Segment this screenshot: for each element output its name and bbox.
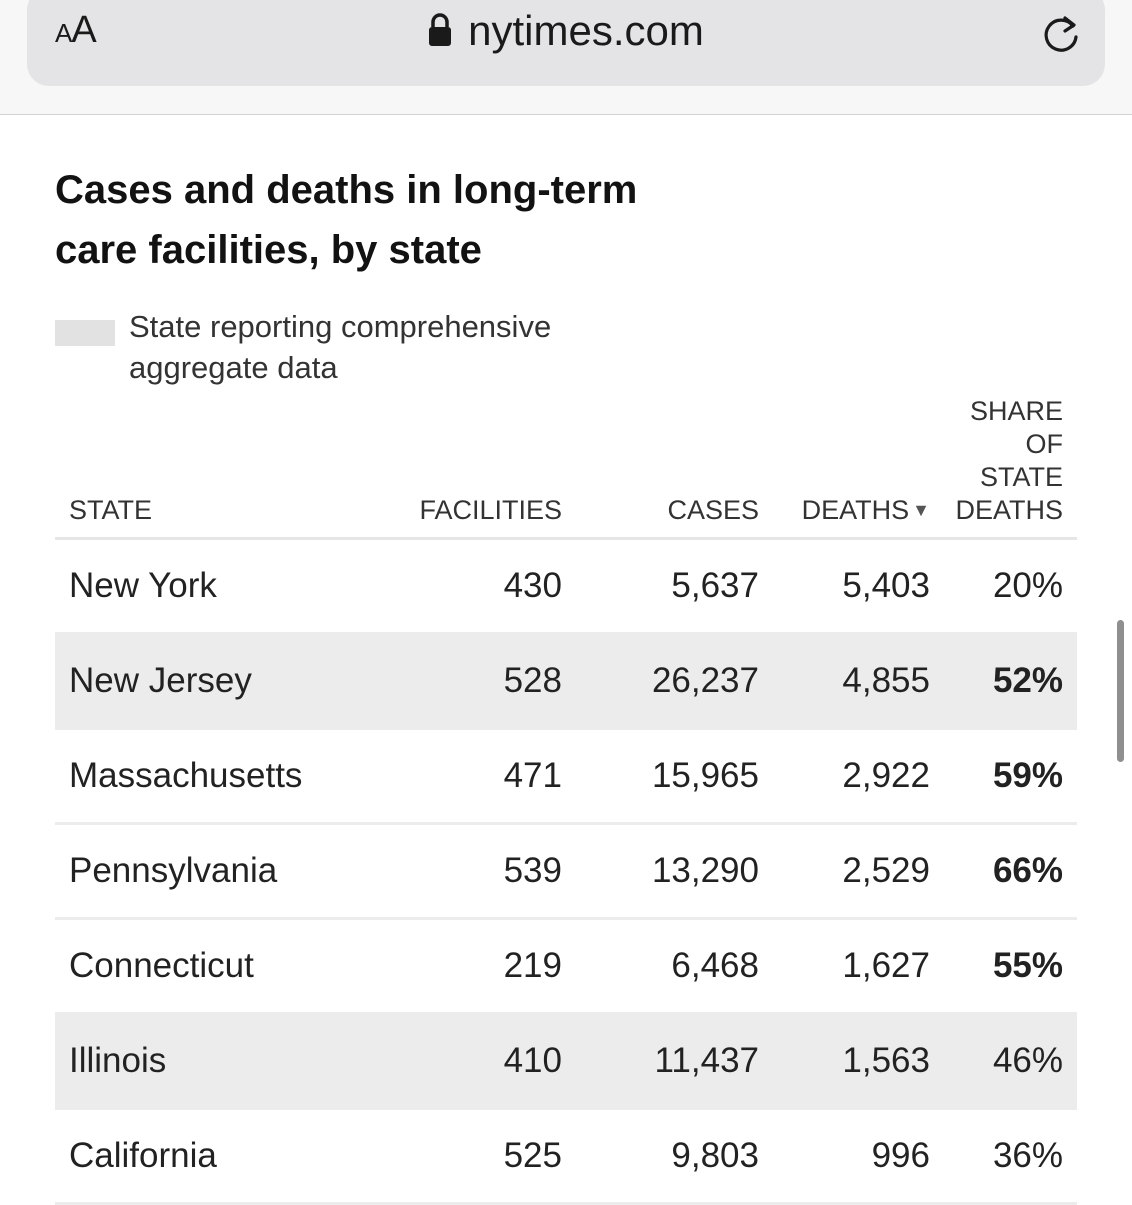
cell-facilities: 410	[503, 1041, 562, 1080]
cell-state: New York	[69, 566, 217, 605]
cell-facilities: 471	[503, 756, 562, 795]
cell-share: 20%	[992, 566, 1063, 605]
address-bar[interactable]: AA nytimes.com	[27, 0, 1105, 86]
cell-share: 46%	[992, 1041, 1063, 1080]
cell-share: 52%	[992, 661, 1063, 700]
url-display[interactable]: nytimes.com	[27, 8, 1105, 56]
cell-deaths: 2,529	[842, 851, 930, 890]
cell-deaths: 4,855	[842, 661, 930, 700]
cell-state: California	[69, 1136, 217, 1175]
cell-share: 36%	[992, 1136, 1063, 1175]
cell-share: 66%	[992, 851, 1063, 890]
cell-state: Illinois	[69, 1041, 167, 1080]
sort-descending-icon: ▼	[912, 500, 930, 520]
table-row: Massachusetts 471 15,965 2,922 59%	[55, 730, 1077, 825]
table-row: Illinois 410 11,437 1,563 46%	[55, 1015, 1077, 1110]
table-body: New York 430 5,637 5,403 20% New Jersey 528 26,…	[55, 540, 1077, 1205]
url-text: nytimes.com	[468, 7, 704, 54]
scrollbar[interactable]	[1117, 620, 1124, 762]
cell-cases: 15,965	[651, 756, 759, 795]
cell-state: Pennsylvania	[69, 851, 278, 890]
cell-facilities: 528	[503, 661, 562, 700]
chart-title: Cases and deaths in long-term care facil…	[55, 168, 638, 272]
cell-cases: 13,290	[651, 851, 759, 890]
cell-share: 55%	[992, 946, 1063, 985]
cell-facilities: 219	[503, 946, 562, 985]
cell-facilities: 430	[503, 566, 562, 605]
cell-cases: 6,468	[671, 946, 759, 985]
table-row: Connecticut 219 6,468 1,627 55%	[55, 920, 1077, 1015]
states-table: State Facilities Cases Deaths ▼ Share of …	[55, 390, 1077, 1205]
header-facilities[interactable]: Facilities	[419, 495, 562, 525]
text-size-button[interactable]: AA	[55, 9, 97, 51]
cell-share: 59%	[992, 756, 1063, 795]
cell-state: Connecticut	[69, 946, 254, 985]
header-deaths[interactable]: Deaths ▼	[801, 495, 930, 525]
cell-state: New Jersey	[69, 661, 252, 700]
cell-deaths: 1,627	[842, 946, 930, 985]
header-state[interactable]: State	[69, 495, 153, 525]
table-row: New York 430 5,637 5,403 20%	[55, 540, 1077, 635]
cell-cases: 9,803	[671, 1136, 759, 1175]
table-header: State Facilities Cases Deaths ▼ Share of …	[55, 390, 1077, 540]
browser-toolbar: AA nytimes.com	[0, 0, 1132, 115]
cell-cases: 5,637	[671, 566, 759, 605]
cell-deaths: 5,403	[842, 566, 930, 605]
cell-facilities: 539	[503, 851, 562, 890]
cell-cases: 11,437	[654, 1041, 759, 1080]
table-row: California 525 9,803 996 36%	[55, 1110, 1077, 1205]
header-share-of-state-deaths[interactable]: Share of state deaths	[955, 396, 1063, 525]
cell-state: Massachusetts	[69, 756, 303, 795]
legend-swatch	[55, 320, 115, 346]
legend-label: State reporting comprehensive aggregate …	[129, 309, 552, 385]
table-row: New Jersey 528 26,237 4,855 52%	[55, 635, 1077, 730]
cell-deaths: 1,563	[842, 1041, 930, 1080]
lock-icon	[428, 10, 452, 56]
table-row: Pennsylvania 539 13,290 2,529 66%	[55, 825, 1077, 920]
cell-cases: 26,237	[651, 661, 759, 700]
cell-facilities: 525	[503, 1136, 562, 1175]
cell-deaths: 2,922	[842, 756, 930, 795]
reload-icon[interactable]	[1039, 12, 1083, 61]
cell-deaths: 996	[871, 1136, 930, 1175]
header-cases[interactable]: Cases	[667, 495, 759, 525]
